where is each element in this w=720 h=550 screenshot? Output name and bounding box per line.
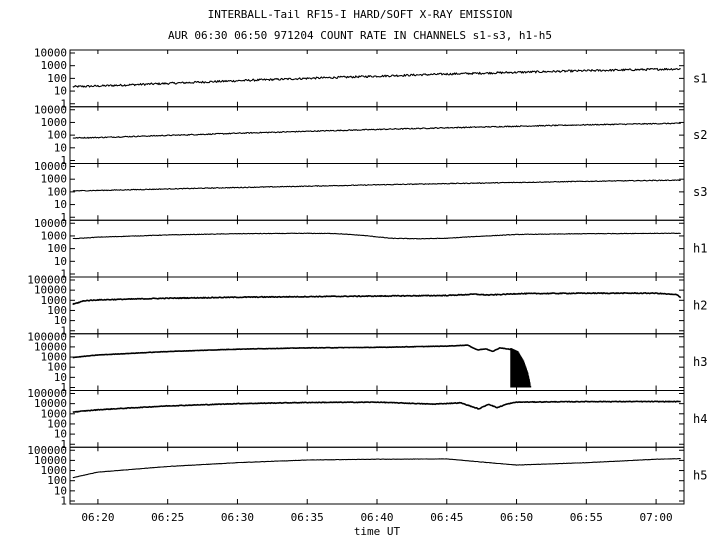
series-line-s1 — [72, 67, 681, 88]
series-label-h2: h2 — [693, 298, 707, 312]
y-tick-label-h5: 100 — [47, 474, 67, 487]
x-tick-label: 06:50 — [500, 511, 533, 524]
panel-frame-s1 — [69, 49, 685, 108]
series-line-h1 — [72, 232, 681, 240]
y-tick-label-h4: 1 — [60, 438, 67, 451]
y-tick-label-s1: 10000 — [34, 47, 67, 60]
y-tick-label-s1: 1000 — [41, 59, 68, 72]
x-tick-label: 06:40 — [360, 511, 393, 524]
x-tick-label: 06:55 — [570, 511, 603, 524]
y-tick-label-h1: 1000 — [41, 229, 68, 242]
y-tick-label-s3: 1000 — [41, 173, 68, 186]
panel-frame-h5 — [69, 446, 685, 505]
x-axis-label: time UT — [354, 525, 401, 538]
series-line-h2 — [72, 292, 682, 306]
y-tick-label-h5: 10 — [54, 484, 67, 497]
series-label-s1: s1 — [693, 71, 707, 85]
series-label-h4: h4 — [693, 412, 707, 426]
series-line-h5 — [72, 458, 681, 479]
series-line-s3 — [72, 179, 681, 192]
y-tick-label-h5: 100000 — [27, 444, 67, 457]
y-tick-label-s1: 10 — [54, 85, 67, 98]
y-tick-label-h4: 1000 — [41, 407, 68, 420]
series-line-h3 — [72, 344, 531, 386]
y-tick-label-s2: 100 — [47, 129, 67, 142]
y-tick-label-h4: 100 — [47, 417, 67, 430]
y-tick-label-h1: 1 — [60, 268, 67, 281]
y-tick-label-s1: 100 — [47, 72, 67, 85]
y-tick-label-s2: 10000 — [34, 103, 67, 116]
series-label-s3: s3 — [693, 185, 707, 199]
y-tick-label-h2: 1000 — [41, 294, 68, 307]
series-label-h1: h1 — [693, 242, 707, 256]
series-line-s2 — [72, 122, 681, 139]
panel-frame-h1 — [69, 219, 685, 278]
y-tick-label-h3: 100000 — [27, 330, 67, 343]
x-tick-label: 06:30 — [221, 511, 254, 524]
y-tick-label-h2: 100 — [47, 304, 67, 317]
panel-frame-h2 — [69, 276, 685, 335]
y-tick-label-s2: 1 — [60, 154, 67, 167]
y-tick-label-h2: 100000 — [27, 274, 67, 287]
y-tick-label-h5: 10000 — [34, 454, 67, 467]
y-tick-label-s3: 10000 — [34, 160, 67, 173]
x-tick-label: 06:25 — [151, 511, 184, 524]
chart-title: INTERBALL-Tail RF15-I HARD/SOFT X-RAY EM… — [207, 8, 513, 21]
y-tick-label-h3: 1000 — [41, 351, 68, 364]
panel-frame-s3 — [69, 163, 685, 221]
y-tick-label-h4: 100000 — [27, 387, 67, 400]
y-tick-label-h2: 10 — [54, 314, 67, 327]
y-tick-label-s3: 1 — [60, 211, 67, 224]
y-tick-label-h4: 10 — [54, 428, 67, 441]
y-tick-label-h3: 1 — [60, 381, 67, 394]
x-tick-label: 06:35 — [291, 511, 324, 524]
y-tick-label-h5: 1000 — [41, 464, 68, 477]
chart-subtitle: AUR 06:30 06:50 971204 COUNT RATE IN CHA… — [167, 29, 553, 42]
y-tick-label-h1: 100 — [47, 242, 67, 255]
panel-frame-h4 — [69, 390, 685, 448]
y-tick-label-s2: 10 — [54, 141, 67, 154]
y-tick-label-h2: 10000 — [34, 284, 67, 297]
series-line-h4 — [72, 400, 681, 413]
y-tick-label-h3: 10 — [54, 371, 67, 384]
x-tick-label: 06:45 — [430, 511, 463, 524]
series-label-h5: h5 — [693, 469, 707, 483]
y-tick-label-h4: 10000 — [34, 397, 67, 410]
y-tick-label-h3: 10000 — [34, 340, 67, 353]
y-tick-label-h2: 1 — [60, 324, 67, 337]
x-tick-label: 07:00 — [640, 511, 673, 524]
y-tick-label-h5: 1 — [60, 495, 67, 508]
y-tick-label-s1: 1 — [60, 97, 67, 110]
y-tick-label-s2: 1000 — [41, 116, 68, 129]
y-tick-label-h1: 10 — [54, 255, 67, 268]
y-tick-label-h1: 10000 — [34, 217, 67, 230]
x-tick-label: 06:20 — [81, 511, 114, 524]
series-label-s2: s2 — [693, 128, 707, 142]
y-tick-label-s3: 10 — [54, 198, 67, 211]
y-tick-label-h3: 100 — [47, 361, 67, 374]
y-tick-label-s3: 100 — [47, 185, 67, 198]
series-label-h3: h3 — [693, 355, 707, 369]
panel-frame-h3 — [69, 333, 685, 391]
